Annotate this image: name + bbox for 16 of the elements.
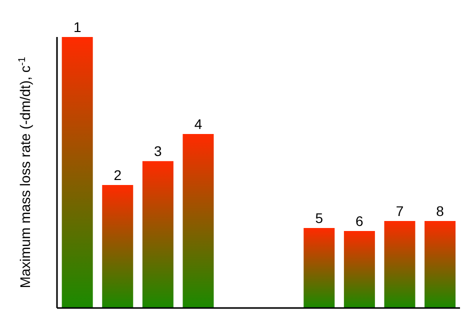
x-tick-label: 8 <box>436 203 444 220</box>
x-tick-label: 7 <box>396 203 404 220</box>
x-tick-label: 5 <box>315 210 324 226</box>
x-tick-label: 4 <box>194 116 202 132</box>
x-tick-label: 3 <box>154 143 162 160</box>
x-tick-label: 2 <box>114 166 122 183</box>
x-tick-label: 6 <box>356 213 364 230</box>
bar <box>142 161 174 308</box>
bar <box>344 231 375 308</box>
bar <box>424 221 456 308</box>
bar <box>102 184 134 308</box>
bar <box>182 134 214 308</box>
x-tick-label: 1 <box>73 19 82 35</box>
bar <box>304 228 335 308</box>
bar <box>384 221 416 308</box>
bar <box>62 37 93 308</box>
